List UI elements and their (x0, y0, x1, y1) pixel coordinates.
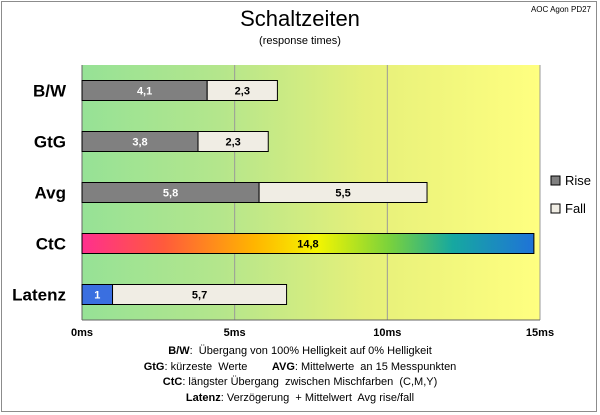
x-tick-labels: 0ms 5ms 10ms 15ms (71, 327, 554, 339)
bar-segment (258, 182, 428, 203)
data-label: 1 (94, 290, 100, 302)
data-label: 2,3 (225, 137, 240, 149)
legend-swatch (550, 203, 561, 214)
data-label: 3,8 (132, 137, 147, 149)
chart-subtitle: (response times) (259, 35, 341, 47)
note-latenz: Latenz: Verzögerung + Mittelwert Avg ris… (185, 391, 415, 404)
legend-swatch (550, 175, 561, 186)
x-tick-label: 15ms (526, 327, 554, 339)
legend-label: Fall (565, 201, 586, 216)
category-label: GtG (34, 133, 66, 152)
category-label: B/W (33, 82, 67, 101)
category-labels: B/W GtG Avg CtC Latenz (12, 82, 67, 305)
monitor-model-label: AOC Agon PD27 (530, 5, 591, 14)
bar-segment (81, 233, 535, 254)
data-label: 5,8 (163, 188, 178, 200)
note-gtg-avg: GtG: kürzeste Werte AVG: Mittelwerte an … (143, 360, 457, 373)
bars: 4,1 2,3 3,8 2,3 5,8 5,5 14,8 1 5,7 (81, 80, 535, 305)
note-ctc: CtC: längster Übergang zwischen Mischfar… (162, 376, 438, 388)
category-label: CtC (36, 235, 66, 254)
data-label: 2,3 (235, 86, 250, 98)
x-tick-label: 10ms (373, 327, 401, 339)
footnotes: B/W: Übergang von 100% Helligkeit auf 0%… (0, 344, 600, 406)
x-tick-label: 0ms (71, 327, 93, 339)
data-label: 14,8 (297, 239, 318, 251)
data-label: 4,1 (137, 86, 152, 98)
note-bw: B/W: Übergang von 100% Helligkeit auf 0%… (168, 345, 432, 357)
chart-title: Schaltzeiten (240, 6, 360, 31)
data-label: 5,5 (335, 188, 350, 200)
bar-segment (112, 284, 288, 305)
bar-segment (197, 131, 269, 152)
legend-label: Rise (565, 173, 591, 188)
legend: Rise Fall (550, 173, 591, 216)
data-label: 5,7 (192, 290, 207, 302)
x-tick-label: 5ms (224, 327, 246, 339)
category-label: Latenz (12, 286, 66, 305)
category-label: Avg (35, 184, 67, 203)
bar-segment (206, 80, 278, 101)
